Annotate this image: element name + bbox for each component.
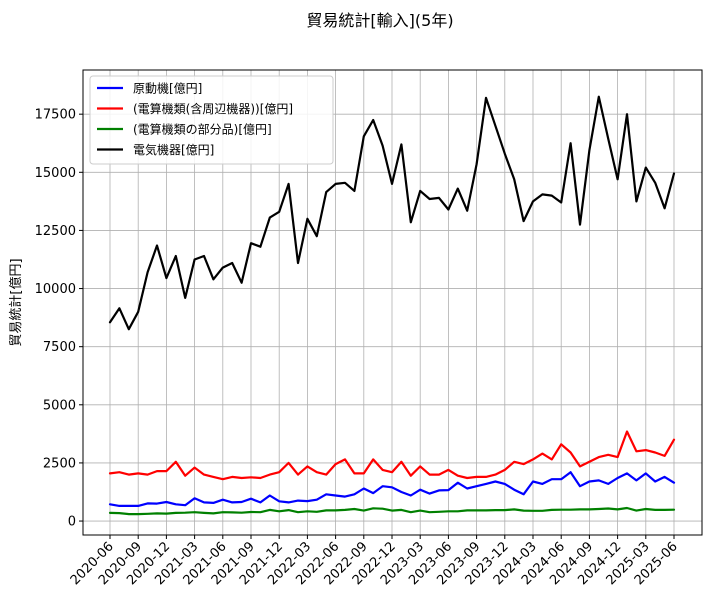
- y-tick-label: 12500: [35, 224, 76, 239]
- legend-entry: (電算機類の部分品)[億円]: [133, 122, 272, 137]
- series-line-2: [108, 506, 676, 516]
- chart-title: 貿易統計[輸入](5年): [306, 11, 453, 30]
- legend: 原動機[億円] (電算機類(含周辺機器))[億円] (電算機類の部分品)[億円] 電気…: [89, 75, 334, 165]
- legend-entry: 原動機[億円]: [133, 81, 202, 96]
- y-tick-label: 7500: [43, 340, 76, 355]
- legend-box: [89, 75, 334, 165]
- y-tick-label: 15000: [35, 166, 76, 181]
- series-layer: [108, 95, 676, 516]
- y-tick-label: 0: [68, 515, 76, 530]
- y-tick-label: 10000: [35, 282, 76, 297]
- y-tick-label: 5000: [43, 398, 76, 413]
- series-line-1: [108, 430, 676, 481]
- x-axis: 2020-062020-092020-122021-032021-062021-…: [68, 535, 681, 588]
- y-tick-label: 2500: [43, 456, 76, 471]
- y-tick-label: 17500: [35, 108, 76, 123]
- legend-entry: 電気機器[億円]: [133, 142, 214, 157]
- series-line-3: [108, 95, 676, 331]
- legend-entry: (電算機類(含周辺機器))[億円]: [133, 101, 293, 116]
- y-axis: 0 2500 5000 7500 10000 12500 15000 17500: [35, 108, 83, 530]
- series-line-0: [108, 471, 676, 507]
- y-axis-label: 貿易統計[億円]: [8, 258, 24, 346]
